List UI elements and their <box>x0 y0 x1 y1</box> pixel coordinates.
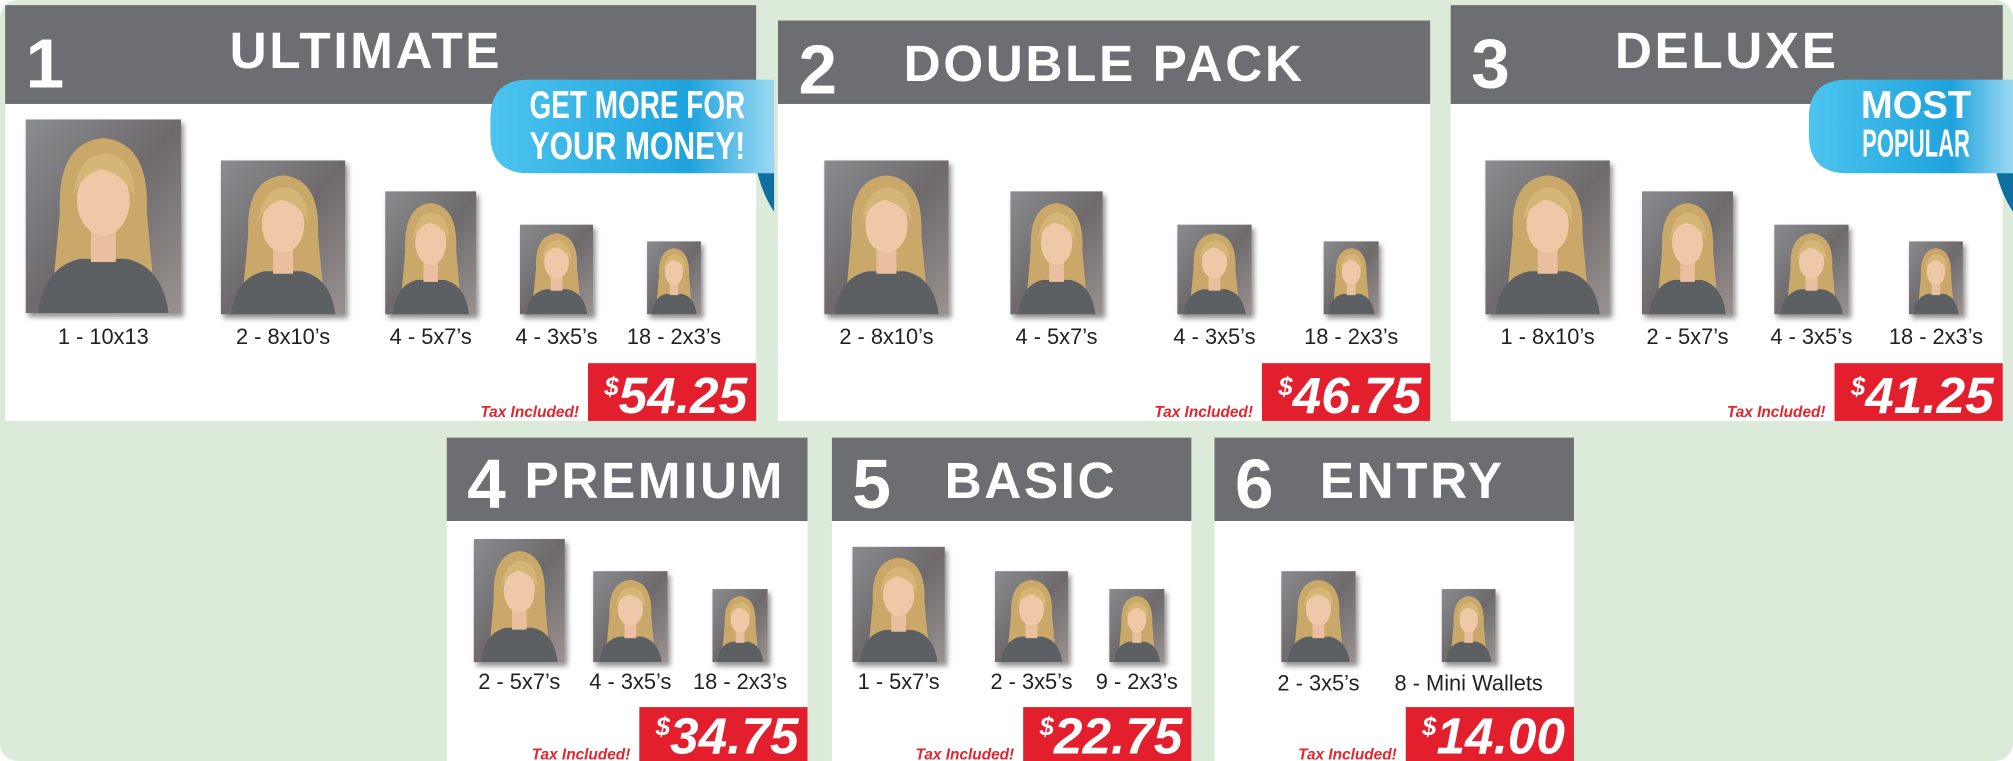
item-label: 1 - 10x13 <box>58 324 149 349</box>
price-sheet: 1 ULTIMATE 1 - 10x13 2 - 8x10’s 4 - 5x7’s 4 -… <box>0 0 2013 761</box>
photo <box>1774 225 1848 315</box>
package-number: 5 <box>852 445 891 523</box>
currency: $ <box>1039 713 1055 741</box>
photo <box>1324 241 1379 314</box>
package-name: ULTIMATE <box>230 22 502 79</box>
package-card: 4 PREMIUM 2 - 5x7’s 4 - 3x5’s 18 - 2x3’s $34.… <box>447 438 808 761</box>
item-label: 4 - 5x7’s <box>1016 324 1098 349</box>
item-label: 4 - 3x5’s <box>1770 324 1852 349</box>
package-card: 5 BASIC 1 - 5x7’s 2 - 3x5’s 9 - 2x3’s $22.75 T… <box>832 438 1191 761</box>
photo <box>385 191 476 314</box>
price-value: 22.75 <box>1053 707 1184 761</box>
package-number: 6 <box>1235 445 1274 523</box>
photo <box>713 589 768 662</box>
photo <box>474 539 565 662</box>
photo <box>1010 191 1102 314</box>
currency: $ <box>603 373 619 401</box>
item-label: 1 - 5x7’s <box>858 669 940 694</box>
item-label: 4 - 3x5’s <box>1173 324 1255 349</box>
price-value: 34.75 <box>670 707 800 761</box>
photo <box>1442 589 1496 662</box>
tax-note: Tax Included! <box>532 747 631 761</box>
item-label: 9 - 2x3’s <box>1096 669 1178 694</box>
package-name: BASIC <box>945 452 1118 509</box>
photo <box>995 571 1068 662</box>
currency: $ <box>655 713 671 741</box>
price-value: 54.25 <box>619 367 749 424</box>
tax-note: Tax Included! <box>1154 404 1253 421</box>
item-label: 2 - 5x7’s <box>1647 324 1729 349</box>
package-card: 2 DOUBLE PACK 2 - 8x10’s 4 - 5x7’s 4 - 3x5’s… <box>778 21 1430 425</box>
photo <box>1109 589 1164 662</box>
price: $41.25 <box>1850 367 1995 424</box>
photo <box>1909 241 1963 314</box>
price: $22.75 <box>1039 707 1184 761</box>
item-label: 2 - 3x5’s <box>991 669 1073 694</box>
photo <box>1281 571 1355 662</box>
price: $46.75 <box>1277 367 1422 424</box>
package-number: 2 <box>799 31 838 109</box>
package-name: DELUXE <box>1615 22 1839 79</box>
package-card: 3 DELUXE 1 - 8x10’s 2 - 5x7’s 4 - 3x5’s 18 - … <box>1451 5 2003 424</box>
currency: $ <box>1421 713 1437 741</box>
price-value: 14.00 <box>1436 707 1565 761</box>
tax-note: Tax Included! <box>1298 747 1397 761</box>
package-number: 3 <box>1471 24 1510 102</box>
badge-text: YOUR MONEY! <box>530 125 746 168</box>
photo <box>647 241 701 314</box>
package-number: 4 <box>467 445 506 523</box>
price: $14.00 <box>1421 707 1565 761</box>
tax-note: Tax Included! <box>480 404 579 421</box>
item-label: 2 - 3x5’s <box>1277 670 1359 695</box>
photo <box>852 547 944 662</box>
item-label: 18 - 2x3’s <box>627 324 721 349</box>
item-label: 8 - Mini Wallets <box>1395 670 1543 695</box>
item-label: 4 - 3x5’s <box>515 324 597 349</box>
badge-text: POPULAR <box>1862 123 1970 166</box>
photo <box>593 571 667 662</box>
photo <box>824 160 949 314</box>
item-label: 1 - 8x10’s <box>1501 324 1595 349</box>
price: $34.75 <box>655 707 800 761</box>
package-name: DOUBLE PACK <box>904 35 1305 92</box>
item-label: 2 - 5x7’s <box>478 669 560 694</box>
package-card: 6 ENTRY 2 - 3x5’s 8 - Mini Wallets $14.00 Tax… <box>1214 438 1573 761</box>
badge-text: MOST <box>1861 84 1972 127</box>
package-number: 1 <box>26 24 65 102</box>
package-name: ENTRY <box>1320 452 1505 509</box>
item-label: 2 - 8x10’s <box>839 324 933 349</box>
photo <box>520 225 593 315</box>
price-value: 46.75 <box>1292 367 1423 424</box>
package-name: PREMIUM <box>525 452 785 509</box>
photo <box>1485 160 1610 314</box>
photo <box>221 160 346 314</box>
tax-note: Tax Included! <box>1727 404 1826 421</box>
badge-text: GET MORE FOR <box>530 84 746 127</box>
price: $54.25 <box>603 367 748 424</box>
item-label: 4 - 5x7’s <box>390 324 472 349</box>
item-label: 18 - 2x3’s <box>693 669 787 694</box>
item-label: 18 - 2x3’s <box>1304 324 1398 349</box>
photo <box>1642 191 1733 314</box>
package-card: 1 ULTIMATE 1 - 10x13 2 - 8x10’s 4 - 5x7’s 4 -… <box>5 5 756 424</box>
tax-note: Tax Included! <box>916 747 1015 761</box>
photo <box>1177 225 1251 315</box>
currency: $ <box>1277 373 1293 401</box>
currency: $ <box>1850 373 1866 401</box>
item-label: 2 - 8x10’s <box>236 324 330 349</box>
photo <box>26 119 181 313</box>
price-value: 41.25 <box>1864 367 1995 424</box>
item-label: 18 - 2x3’s <box>1889 324 1983 349</box>
item-label: 4 - 3x5’s <box>589 669 671 694</box>
